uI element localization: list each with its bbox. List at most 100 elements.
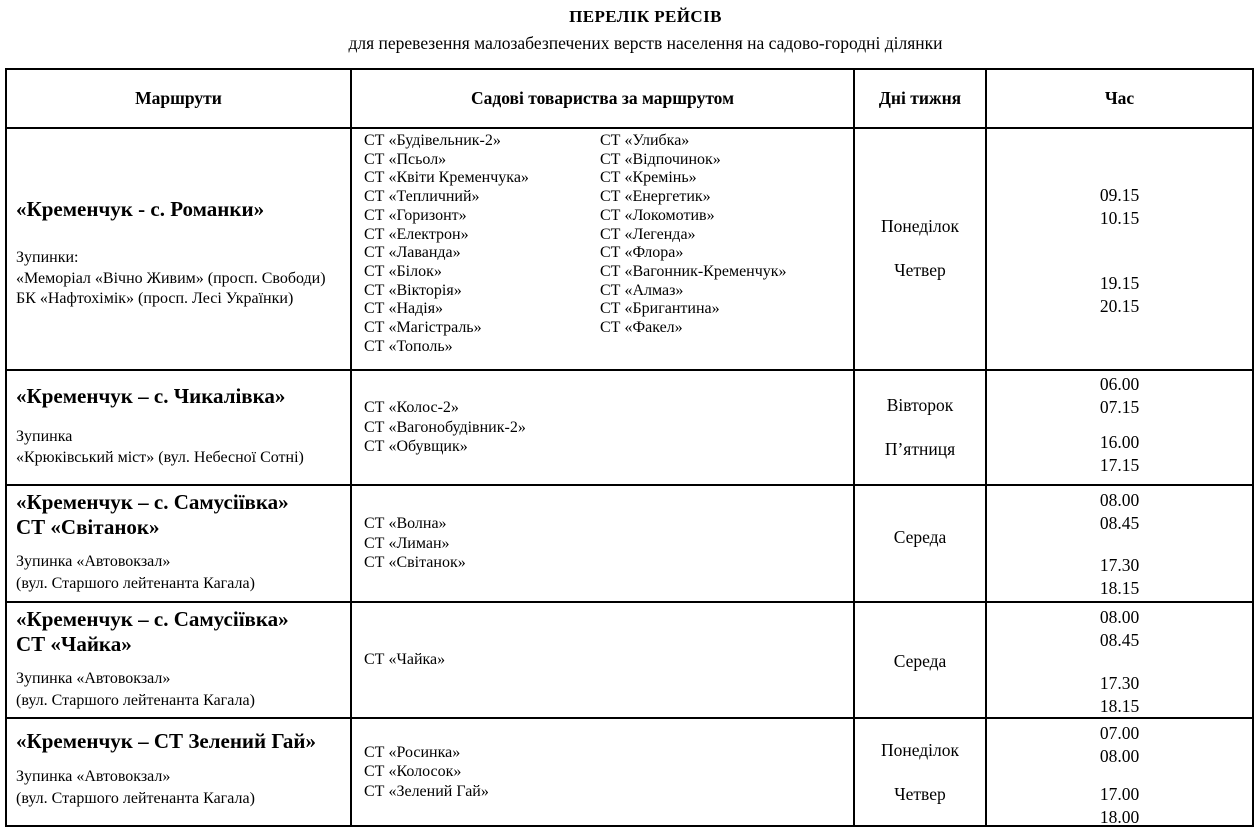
stop-line: (вул. Старшого лейтенанта Кагала) [16,692,255,709]
day-label: Вівторок [886,395,954,415]
time-value: 07.00 [1099,723,1140,743]
route-stops: Зупинка «Крюківський міст» (вул. Небесно… [16,426,346,468]
times-morning: 07.00 08.00 [987,722,1252,767]
society-item: СТ «Обувщик» [364,438,468,456]
table-row: «Кременчук – с. Чикалівка» Зупинка «Крюк… [7,371,1252,486]
societies-list-left: СТ «Будівельник-2» СТ «Псьол» СТ «Квіти Кр… [352,132,600,356]
document-header: ПЕРЕЛІК РЕЙСІВ для перевезення малозабез… [0,0,1257,54]
societies-cell: СТ «Росинка» СТ «Колосок» СТ «Зелений Гай» [352,719,855,825]
society-item: СТ «Факел» [600,319,683,337]
society-item: СТ «Надія» [364,300,444,318]
society-item: СТ «Тополь» [364,337,453,355]
societies-list: СТ «Волна» СТ «Лиман» СТ «Світанок» [352,486,853,601]
societies-list: СТ «Колос-2» СТ «Вагонобудівник-2» СТ «Обу… [352,371,853,484]
stops-label: Зупинки: [16,249,79,266]
society-item: СТ «Псьол» [364,150,447,168]
society-item: СТ «Білок» [364,262,442,280]
table-row: «Кременчук - с. Романки» Зупинки: «Мемор… [7,129,1252,371]
times-evening: 17.30 18.15 [987,554,1252,599]
society-item: СТ «Колосок» [364,763,462,781]
societies-cell: СТ «Будівельник-2» СТ «Псьол» СТ «Квіти Кр… [352,129,855,369]
route-title: «Кременчук – с. Чикалівка» [16,384,286,408]
times-evening: 16.00 17.15 [987,431,1252,476]
times-gap [987,229,1252,272]
society-item: СТ «Лаванда» [364,244,461,262]
table-row: «Кременчук – с. Самусіївка» СТ «Чайка» З… [7,603,1252,719]
times-gap [987,534,1252,554]
society-item: СТ «Квіти Кременчука» [364,169,529,187]
day-label: Понеділок [880,216,960,236]
society-item: СТ «Світанок» [364,554,466,572]
time-value: 20.15 [1099,295,1140,316]
times-evening: 19.15 20.15 [987,272,1252,317]
times-morning: 06.00 07.15 [987,373,1252,418]
society-item: СТ «Росинка» [364,743,461,761]
times-cell: 08.00 08.45 17.30 18.15 [987,603,1252,717]
times-cell: 07.00 08.00 17.00 18.00 [987,719,1252,825]
societies-list: СТ «Росинка» СТ «Колосок» СТ «Зелений Гай» [352,719,853,825]
time-value: 19.15 [1099,273,1140,293]
time-value: 08.45 [1099,512,1140,533]
stops-list: (вул. Старшого лейтенанта Кагала) [16,573,346,595]
page-subtitle: для перевезення малозабезпечених верств … [348,33,943,53]
time-value: 16.00 [1099,432,1140,452]
society-item: СТ «Тепличний» [364,188,480,206]
society-item: СТ «Улибка» [600,132,690,149]
society-item: СТ «Енергетик» [600,188,711,206]
column-header-time: Час [1104,88,1135,108]
societies-list: СТ «Чайка» [352,603,853,717]
society-item: СТ «Чайка» [364,651,446,669]
society-item: СТ «Вікторія» [364,281,462,299]
society-item: СТ «Лиман» [364,534,450,552]
society-item: СТ «Локомотив» [600,206,715,224]
society-item: СТ «Алмаз» [600,281,684,299]
route-title-line2: СТ «Світанок» [16,515,160,539]
society-item: СТ «Будівельник-2» [364,132,501,149]
route-title-line2: СТ «Чайка» [16,632,132,656]
stop-line: «Крюківський міст» (вул. Небесної Сотні) [16,449,304,466]
days-cell: Вівторок П’ятниця [855,371,987,484]
stops-list: (вул. Старшого лейтенанта Кагала) [16,690,346,712]
days-cell: Понеділок Четвер [855,719,987,825]
time-value: 08.00 [1099,607,1140,627]
route-title: «Кременчук – с. Самусіївка» СТ «Чайка» [16,607,346,657]
societies-cell: СТ «Колос-2» СТ «Вагонобудівник-2» СТ «Обу… [352,371,855,484]
stops-label: Зупинка «Автовокзал» [16,553,171,570]
times-morning: 09.15 10.15 [987,184,1252,229]
page-title: ПЕРЕЛІК РЕЙСІВ [569,7,722,26]
stops-list: «Крюківський міст» (вул. Небесної Сотні) [16,447,346,468]
day-label: Понеділок [880,740,960,760]
times-gap [987,651,1252,672]
route-cell: «Кременчук – с. Самусіївка» СТ «Чайка» З… [7,603,352,717]
society-item: СТ «Кремінь» [600,169,697,187]
route-cell: «Кременчук - с. Романки» Зупинки: «Мемор… [7,129,352,369]
times-evening: 17.30 18.15 [987,672,1252,717]
time-value: 18.15 [1099,577,1140,598]
society-item: СТ «Зелений Гай» [364,782,489,800]
day-label: Середа [893,527,947,547]
table-row: «Кременчук – с. Самусіївка» СТ «Світанок… [7,486,1252,603]
day-label: Четвер [894,260,946,280]
stop-line: (вул. Старшого лейтенанта Кагала) [16,575,255,592]
routes-table: Маршрути Садові товариства за маршрутом … [5,68,1254,827]
route-stops: Зупинка «Автовокзал» (вул. Старшого лейт… [16,668,346,712]
society-item: СТ «Вагонник-Кременчук» [600,262,787,280]
society-item: СТ «Вагонобудівник-2» [364,418,526,436]
times-cell: 08.00 08.45 17.30 18.15 [987,486,1252,601]
route-cell: «Кременчук – с. Чикалівка» Зупинка «Крюк… [7,371,352,484]
time-value: 18.00 [1099,806,1140,826]
society-item: СТ «Магістраль» [364,319,482,337]
stops-list: «Меморіал «Вічно Живим» (просп. Свободи)… [16,269,346,310]
time-value: 06.00 [1099,374,1140,394]
times-gap [987,418,1252,431]
society-item: СТ «Легенда» [600,225,696,243]
route-cell: «Кременчук – СТ Зелений Гай» Зупинка «Ав… [7,719,352,825]
column-header-routes: Маршрути [7,70,352,127]
society-item: СТ «Бригантина» [600,300,720,318]
route-title-line1: «Кременчук – с. Самусіївка» [16,490,289,514]
table-row: «Кременчук – СТ Зелений Гай» Зупинка «Ав… [7,719,1252,825]
time-value: 09.15 [1099,185,1140,205]
stops-label: Зупинка [16,428,73,445]
time-value: 17.00 [1099,784,1140,804]
stops-label: Зупинка «Автовокзал» [16,768,171,785]
